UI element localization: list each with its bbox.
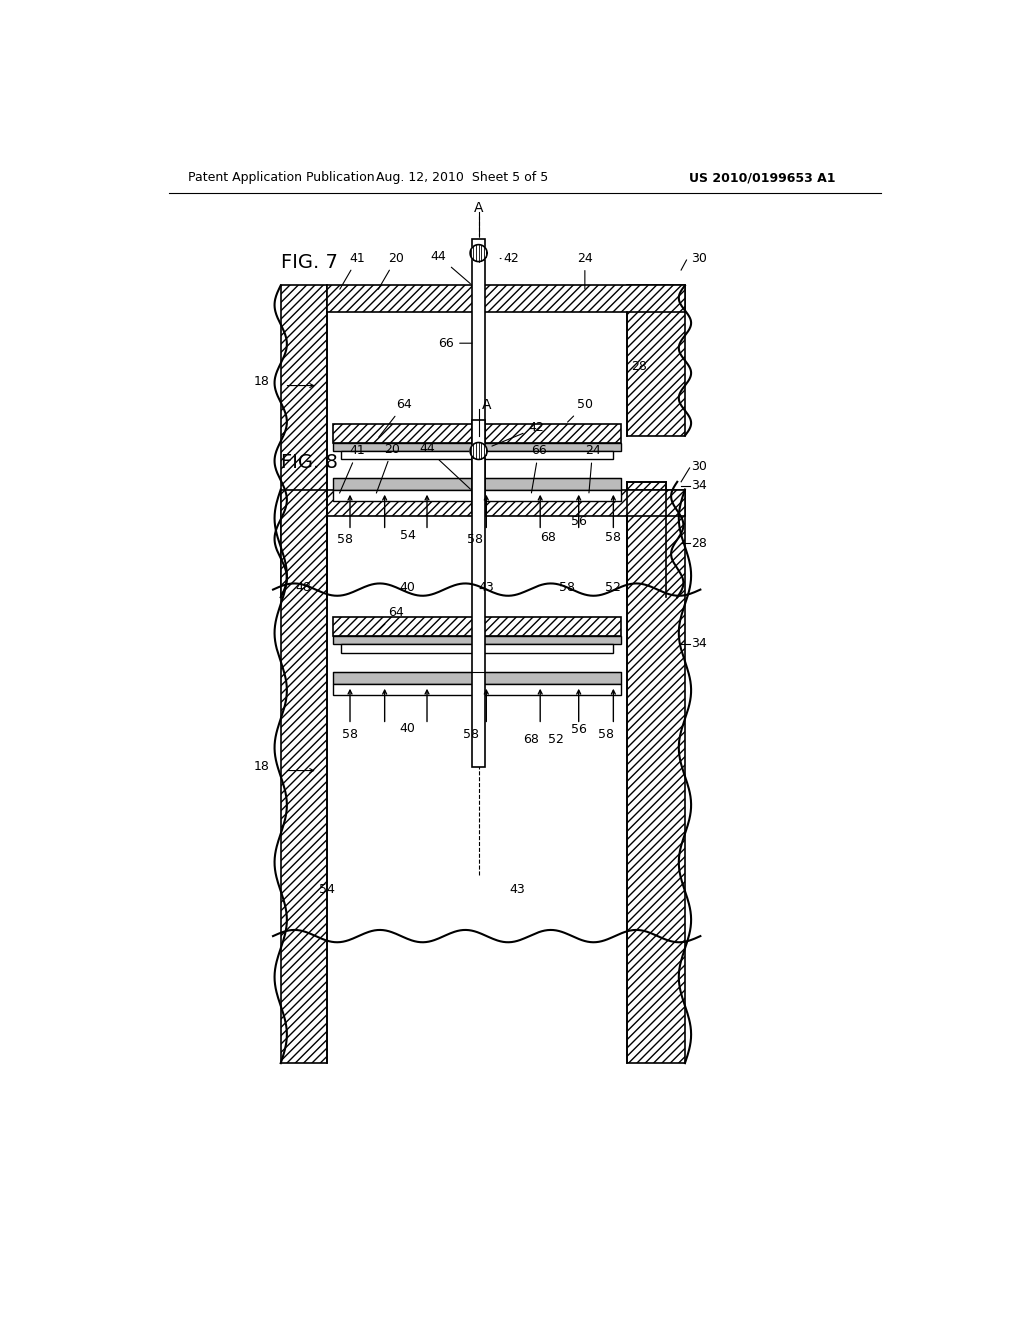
Bar: [327, 285, 685, 313]
Bar: [333, 684, 621, 696]
Text: US 2010/0199653 A1: US 2010/0199653 A1: [689, 172, 836, 185]
Bar: [341, 644, 613, 653]
Bar: [472, 239, 484, 512]
Text: 68: 68: [523, 733, 539, 746]
Bar: [333, 478, 621, 490]
Text: 58: 58: [598, 727, 613, 741]
Text: 30: 30: [691, 252, 707, 265]
Polygon shape: [470, 442, 487, 459]
Polygon shape: [470, 244, 487, 261]
Bar: [281, 285, 327, 598]
Text: 28: 28: [631, 360, 647, 372]
Text: 30: 30: [691, 459, 707, 473]
Bar: [628, 482, 666, 598]
Text: 66: 66: [438, 337, 472, 350]
Text: A: A: [474, 202, 483, 215]
Text: 34: 34: [691, 479, 707, 492]
Text: 68: 68: [540, 531, 556, 544]
Text: 58: 58: [463, 727, 479, 741]
Text: 18: 18: [253, 375, 269, 388]
Text: 52: 52: [605, 581, 622, 594]
Text: 42: 42: [500, 252, 519, 265]
Text: 41: 41: [340, 252, 366, 289]
Text: 58: 58: [467, 533, 482, 546]
Bar: [333, 444, 621, 451]
Bar: [333, 424, 621, 444]
Bar: [628, 285, 685, 436]
Text: 54: 54: [399, 529, 416, 543]
Text: 58: 58: [337, 533, 352, 546]
Text: A: A: [481, 397, 492, 412]
Text: 40: 40: [399, 722, 416, 735]
Text: 54: 54: [318, 883, 335, 896]
Text: 20: 20: [377, 444, 400, 494]
Bar: [333, 490, 621, 502]
Text: 42: 42: [492, 421, 544, 446]
Text: 64: 64: [379, 606, 404, 630]
Text: Aug. 12, 2010  Sheet 5 of 5: Aug. 12, 2010 Sheet 5 of 5: [376, 172, 548, 185]
Bar: [281, 490, 327, 1063]
Text: 34: 34: [691, 638, 707, 649]
Text: 66: 66: [530, 445, 547, 492]
Bar: [333, 672, 621, 684]
Bar: [472, 420, 484, 767]
Bar: [628, 490, 685, 1063]
Text: 44: 44: [431, 249, 470, 284]
Text: 50: 50: [567, 399, 593, 422]
Text: 44: 44: [419, 442, 470, 490]
Text: 24: 24: [577, 252, 593, 289]
Text: 56: 56: [570, 515, 587, 528]
Text: 40: 40: [399, 581, 416, 594]
Text: 48: 48: [296, 581, 311, 594]
Text: Patent Application Publication: Patent Application Publication: [188, 172, 375, 185]
Text: FIG. 7: FIG. 7: [281, 253, 338, 272]
Text: 20: 20: [378, 252, 404, 289]
Bar: [333, 636, 621, 644]
Text: FIG. 8: FIG. 8: [281, 453, 338, 473]
Bar: [333, 616, 621, 636]
Text: 18: 18: [253, 760, 269, 774]
Bar: [327, 490, 685, 516]
Text: 58: 58: [559, 581, 575, 594]
Text: 64: 64: [379, 399, 412, 437]
Text: 28: 28: [691, 537, 707, 550]
Text: 43: 43: [478, 581, 495, 594]
Text: 58: 58: [605, 531, 622, 544]
Text: 24: 24: [585, 445, 600, 492]
Text: 52: 52: [548, 733, 563, 746]
Text: 41: 41: [340, 445, 366, 494]
Text: 56: 56: [570, 723, 587, 737]
Text: 58: 58: [342, 727, 358, 741]
Text: 43: 43: [509, 883, 525, 896]
Bar: [341, 451, 613, 459]
